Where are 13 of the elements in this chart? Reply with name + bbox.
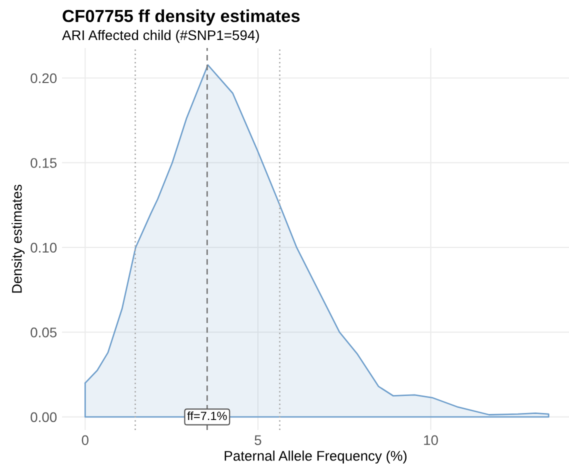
x-axis-title: Paternal Allele Frequency (%) xyxy=(224,450,407,464)
x-tick-label: 5 xyxy=(254,435,262,446)
chart-subtitle: ARI Affected child (#SNP1=594) xyxy=(62,30,259,43)
annotation: ff=7.1% xyxy=(187,411,227,420)
y-tick-label: 0.10 xyxy=(30,242,57,253)
y-tick-label: 0.20 xyxy=(30,73,57,84)
x-tick-label: 10 xyxy=(424,435,438,446)
y-tick-label: 0.15 xyxy=(30,158,57,168)
y-tick-label: 0.00 xyxy=(30,412,57,422)
x-tick-label: 0 xyxy=(82,435,88,446)
chart-title: CF07755 ff density estimates xyxy=(62,9,300,26)
y-tick-label: 0.05 xyxy=(30,328,57,338)
y-axis-title: Density estimates xyxy=(12,184,25,293)
